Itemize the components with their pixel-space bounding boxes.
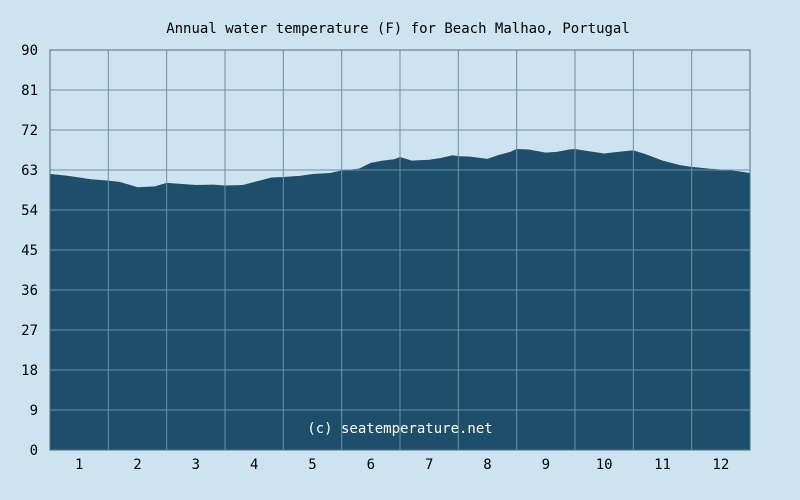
x-tick-label: 5 [308, 457, 316, 473]
y-tick-label: 90 [21, 43, 38, 59]
x-tick-label: 9 [542, 457, 550, 473]
y-tick-label: 0 [30, 443, 38, 459]
chart-title: Annual water temperature (F) for Beach M… [166, 21, 630, 37]
y-tick-label: 54 [21, 203, 38, 219]
x-tick-label: 8 [483, 457, 491, 473]
credit-label: (c) seatemperature.net [307, 421, 492, 437]
y-tick-label: 63 [21, 163, 38, 179]
y-tick-label: 27 [21, 323, 38, 339]
x-tick-label: 12 [712, 457, 729, 473]
x-tick-label: 3 [192, 457, 200, 473]
y-tick-label: 72 [21, 123, 38, 139]
y-axis-ticks: 0 9 18 27 36 45 54 63 72 81 90 [21, 43, 38, 459]
y-tick-label: 81 [21, 83, 38, 99]
x-tick-label: 11 [654, 457, 671, 473]
y-tick-label: 9 [30, 403, 38, 419]
grid-layer [49, 49, 751, 451]
x-tick-label: 10 [596, 457, 613, 473]
y-tick-label: 45 [21, 243, 38, 259]
x-tick-label: 7 [425, 457, 433, 473]
x-axis-ticks: 1 2 3 4 5 6 7 8 9 10 11 12 [75, 457, 729, 473]
x-tick-label: 1 [75, 457, 83, 473]
x-tick-label: 2 [133, 457, 141, 473]
y-tick-label: 36 [21, 283, 38, 299]
x-tick-label: 6 [367, 457, 375, 473]
plot-border [49, 49, 751, 451]
x-tick-label: 4 [250, 457, 258, 473]
y-tick-label: 18 [21, 363, 38, 379]
